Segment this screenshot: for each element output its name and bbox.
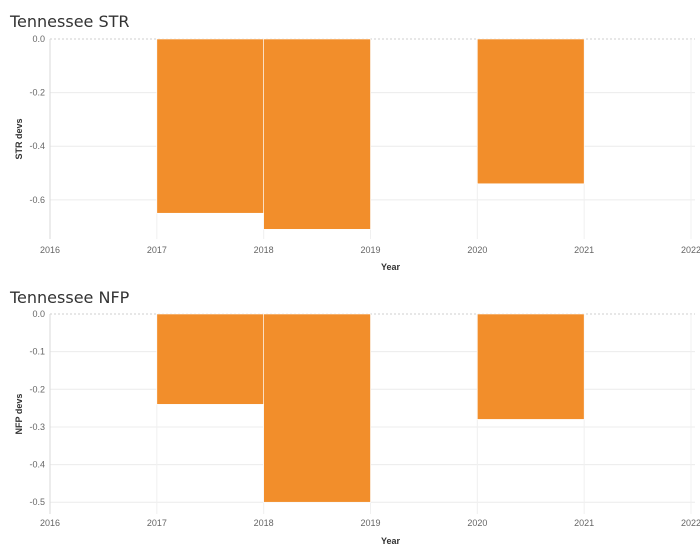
nfp-xtick: 2017	[147, 518, 167, 528]
str-x-axis-label: Year	[381, 262, 401, 272]
nfp-xtick-label: 2020	[467, 518, 487, 528]
nfp-ytick: -0.3	[29, 422, 45, 432]
str-xtick: 2019	[360, 245, 380, 255]
nfp-xtick-label: 2017	[147, 518, 167, 528]
str-xtick: 2022	[681, 245, 700, 255]
str-xtick-label: 2017	[147, 245, 167, 255]
nfp-xtick-label: 2021	[574, 518, 594, 528]
nfp-ytick-label: -0.5	[29, 497, 45, 507]
nfp-ytick: 0.0	[32, 310, 45, 319]
nfp-xtick: 2021	[574, 518, 594, 528]
nfp-x-axis-label: Year	[381, 536, 401, 546]
nfp-ytick-label: -0.3	[29, 422, 45, 432]
nfp-xtick: 2019	[360, 518, 380, 528]
nfp-ytick-label: 0.0	[32, 310, 45, 319]
nfp-ytick-label: -0.1	[29, 347, 45, 357]
nfp-ytick: -0.2	[29, 384, 45, 394]
nfp-ytick: -0.5	[29, 497, 45, 507]
nfp-xtick-label: 2016	[40, 518, 60, 528]
str-xtick: 2018	[254, 245, 274, 255]
str-ytick: -0.2	[29, 88, 45, 98]
nfp-bar-2017[interactable]	[156, 313, 264, 405]
str-ytick-label: -0.2	[29, 88, 45, 98]
nfp-xtick: 2022	[681, 518, 700, 528]
nfp-bar-2020[interactable]	[477, 313, 585, 420]
str-ytick-label: -0.4	[29, 141, 45, 151]
str-xtick: 2020	[467, 245, 487, 255]
str-ytick-label: -0.6	[29, 195, 45, 205]
str-ytick: -0.6	[29, 195, 45, 205]
str-bar-chart: 0.0 -0.2 -0.4 -0.6 2016 2017 2018 2019 2020 2021 2…	[14, 34, 700, 272]
nfp-xtick-label: 2018	[254, 518, 274, 528]
str-xtick: 2016	[40, 245, 60, 255]
str-y-axis-label: STR devs	[14, 118, 24, 159]
nfp-bar-chart: 0.0 -0.1 -0.2 -0.3 -0.4 -0.5 2016 2017 2018 2019 2…	[14, 310, 700, 546]
str-ytick: 0.0	[32, 34, 45, 44]
str-ytick: -0.4	[29, 141, 45, 151]
str-bar-2017[interactable]	[156, 38, 264, 214]
str-xtick-label: 2019	[360, 245, 380, 255]
nfp-ytick-label: -0.2	[29, 384, 45, 394]
nfp-ytick: -0.4	[29, 460, 45, 470]
nfp-xtick: 2018	[254, 518, 274, 528]
nfp-ytick-label: -0.4	[29, 460, 45, 470]
str-ytick-label: 0.0	[32, 34, 45, 44]
str-xtick: 2017	[147, 245, 167, 255]
nfp-y-axis-label: NFP devs	[14, 394, 24, 435]
str-xtick: 2021	[574, 245, 594, 255]
chart-title-nfp: Tennessee NFP	[10, 288, 130, 307]
nfp-xtick-label: 2022	[681, 518, 700, 528]
nfp-xtick: 2020	[467, 518, 487, 528]
chart-title-str: Tennessee STR	[10, 12, 130, 31]
nfp-xtick: 2016	[40, 518, 60, 528]
str-bar-2020[interactable]	[477, 38, 585, 185]
nfp-xtick-label: 2019	[360, 518, 380, 528]
str-bar-2018[interactable]	[263, 38, 371, 230]
str-xtick-label: 2021	[574, 245, 594, 255]
str-xtick-label: 2018	[254, 245, 274, 255]
str-xtick-label: 2016	[40, 245, 60, 255]
str-xtick-label: 2022	[681, 245, 700, 255]
nfp-ytick: -0.1	[29, 347, 45, 357]
nfp-bar-2018[interactable]	[263, 313, 371, 503]
str-xtick-label: 2020	[467, 245, 487, 255]
